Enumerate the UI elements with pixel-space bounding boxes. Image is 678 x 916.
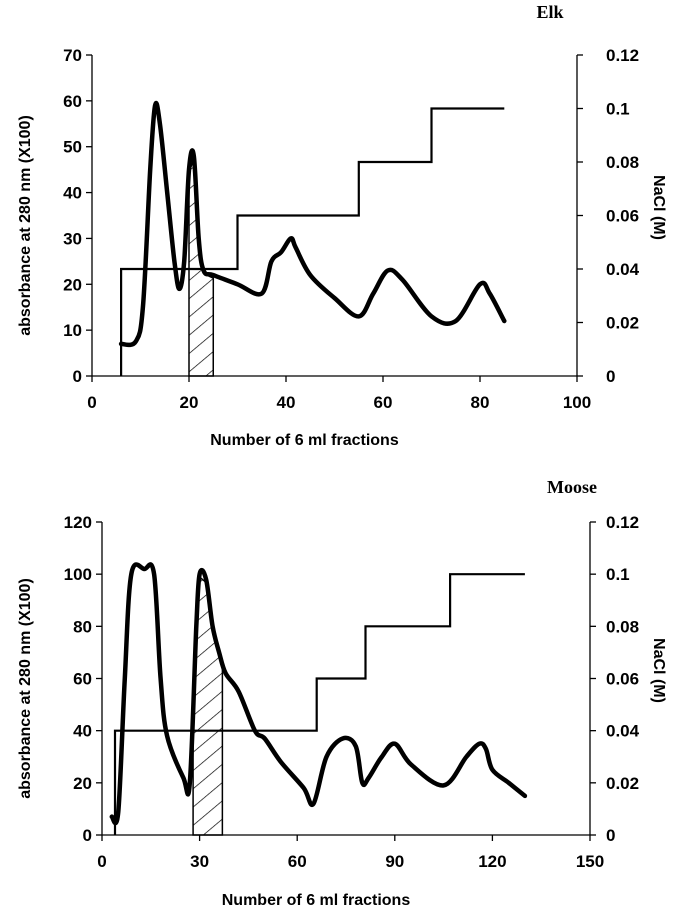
elk-chart: Elk 0 10 20 30 40 50 60 70 0 0.02 0.04 0.06 0.08 0.1 0.…: [17, 2, 667, 449]
y2-tick-label: 0.04: [606, 722, 640, 741]
y-axis-label: absorbance at 280 nm (X100): [17, 115, 34, 336]
nacl-step-gradient: [120, 107, 505, 376]
y-tick-label: 0: [73, 367, 82, 386]
y-axis-label: absorbance at 280 nm (X100): [17, 578, 34, 799]
x-tick-label: 120: [478, 852, 506, 871]
y-tick-label: 0: [83, 826, 92, 845]
chart-title: Elk: [536, 2, 563, 22]
y-tick-label: 30: [63, 229, 82, 248]
y2-tick-label: 0.02: [606, 774, 639, 793]
x-tick-label: 90: [385, 852, 404, 871]
y-tick-label: 100: [64, 565, 92, 584]
x-tick-label: 0: [97, 852, 106, 871]
y2-tick-label: 0.08: [606, 153, 639, 172]
chart-title: Moose: [547, 477, 597, 497]
y-tick-label: 20: [73, 774, 92, 793]
y2-axis-label: NaCl (M): [650, 175, 667, 240]
y-tick-label: 80: [73, 617, 92, 636]
y-tick-label: 60: [63, 92, 82, 111]
y2-tick-label: 0.12: [606, 513, 639, 532]
y-tick-label: 50: [63, 138, 82, 157]
y-tick-label: 40: [63, 184, 82, 203]
y2-tick-label: 0.12: [606, 46, 639, 65]
y-tick-label: 60: [73, 670, 92, 689]
y2-tick-label: 0.02: [606, 314, 639, 333]
y-tick-label: 20: [63, 275, 82, 294]
absorbance-curve: [118, 100, 507, 348]
x-tick-label: 100: [563, 393, 591, 412]
y2-tick-label: 0.1: [606, 100, 630, 119]
y-tick-label: 70: [63, 46, 82, 65]
y-tick-label: 10: [63, 321, 82, 340]
absorbance-curve: [109, 562, 528, 826]
moose-chart: Moose 0 20 40 60 80 100 120 0 0.02 0.04 0.06 0.08 0.1…: [17, 477, 667, 909]
x-tick-label: 150: [576, 852, 604, 871]
x-tick-label: 60: [374, 393, 393, 412]
y-tick-label: 120: [64, 513, 92, 532]
x-tick-label: 40: [277, 393, 296, 412]
x-tick-label: 20: [180, 393, 199, 412]
y2-tick-label: 0: [606, 826, 615, 845]
y2-axis-label: NaCl (M): [650, 638, 667, 703]
x-tick-label: 80: [471, 393, 490, 412]
y2-tick-label: 0.08: [606, 617, 639, 636]
x-tick-label: 0: [87, 393, 96, 412]
y2-tick-label: 0: [606, 367, 615, 386]
x-tick-label: 60: [288, 852, 307, 871]
nacl-step-gradient: [113, 573, 525, 835]
x-axis-label: Number of 6 ml fractions: [210, 432, 399, 449]
y-tick-label: 40: [73, 722, 92, 741]
x-tick-label: 30: [190, 852, 209, 871]
x-axis-label: Number of 6 ml fractions: [222, 892, 411, 909]
y2-tick-label: 0.04: [606, 260, 640, 279]
y2-tick-label: 0.06: [606, 207, 639, 226]
y2-tick-label: 0.06: [606, 670, 639, 689]
y2-tick-label: 0.1: [606, 565, 630, 584]
